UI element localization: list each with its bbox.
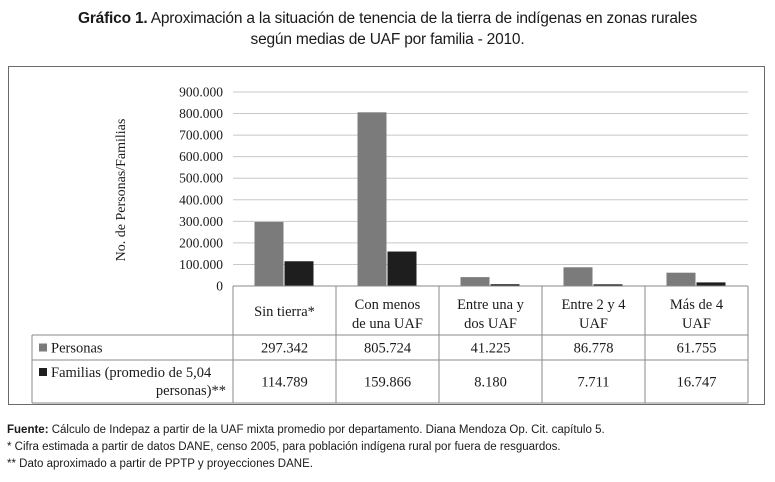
chart-frame [8, 66, 765, 405]
y-tick-label: 700.000 [179, 128, 223, 143]
y-tick-label: 600.000 [179, 149, 223, 164]
bar-familias [593, 284, 623, 286]
data-value: 114.789 [261, 375, 308, 391]
y-tick-label: 900.000 [179, 85, 223, 100]
y-axis-title: No. de Personas/Familias [114, 119, 129, 262]
y-tick-label: 300.000 [179, 214, 223, 229]
figure-title-line1: Aproximación a la situación de tenencia … [150, 10, 697, 27]
x-tick-label: UAF [579, 316, 608, 332]
y-tick-label: 100.000 [179, 257, 223, 272]
figure-title: Gráfico 1. Aproximación a la situación d… [0, 8, 775, 50]
footnote-1: * Cifra estimada a partir de datos DANE,… [7, 441, 561, 453]
x-tick-label: Entre 2 y 4 [561, 297, 626, 313]
legend-key-personas [39, 343, 47, 352]
y-tick-label: 500.000 [179, 171, 223, 186]
figure-label: Gráfico 1. [77, 10, 148, 27]
data-value: 16.747 [677, 375, 717, 391]
source-note: Fuente: Cálculo de Indepaz a partir de l… [7, 422, 605, 439]
data-value: 805.724 [364, 341, 412, 357]
legend-label: Familias (promedio de 5,04 [51, 365, 212, 381]
source-label: Fuente: [7, 424, 49, 436]
figure-title-line2: según medias de UAF por familia - 2010. [250, 31, 525, 48]
data-value: 61.755 [677, 341, 717, 357]
figure-notes: Fuente: Cálculo de Indepaz a partir de l… [7, 422, 605, 473]
bar-personas [666, 272, 696, 286]
data-value: 297.342 [261, 341, 308, 357]
bar-personas [460, 277, 490, 286]
data-value: 8.180 [474, 375, 507, 391]
footnote-2: ** Dato aproximado a partir de PPTP y pr… [7, 458, 313, 470]
data-value: 86.778 [574, 341, 614, 357]
y-tick-label: 400.000 [179, 192, 223, 207]
x-tick-label: UAF [682, 316, 711, 332]
y-tick-label: 200.000 [179, 235, 223, 250]
x-tick-label: Con menos [355, 297, 421, 313]
y-tick-label: 0 [216, 279, 223, 294]
legend-label: Personas [51, 341, 103, 357]
bar-familias [387, 251, 417, 286]
x-tick-label: de una UAF [352, 316, 423, 332]
data-value: 159.866 [364, 375, 411, 391]
x-tick-label: Sin tierra* [254, 304, 315, 320]
legend-label: personas)** [156, 383, 226, 399]
bar-personas [357, 112, 387, 286]
data-value: 7.711 [577, 375, 609, 391]
data-value: 41.225 [471, 341, 511, 357]
x-tick-label: Más de 4 [670, 297, 724, 313]
bar-familias [284, 261, 314, 286]
bar-familias [490, 284, 520, 286]
x-tick-label: dos UAF [464, 316, 517, 332]
bar-familias [696, 282, 726, 286]
y-tick-label: 800.000 [179, 106, 223, 121]
source-text: Cálculo de Indepaz a partir de la UAF mi… [48, 424, 605, 436]
bar-personas [254, 221, 284, 286]
x-tick-label: Entre una y [457, 297, 525, 313]
legend-key-familias [39, 368, 47, 376]
bar-personas [563, 267, 593, 286]
